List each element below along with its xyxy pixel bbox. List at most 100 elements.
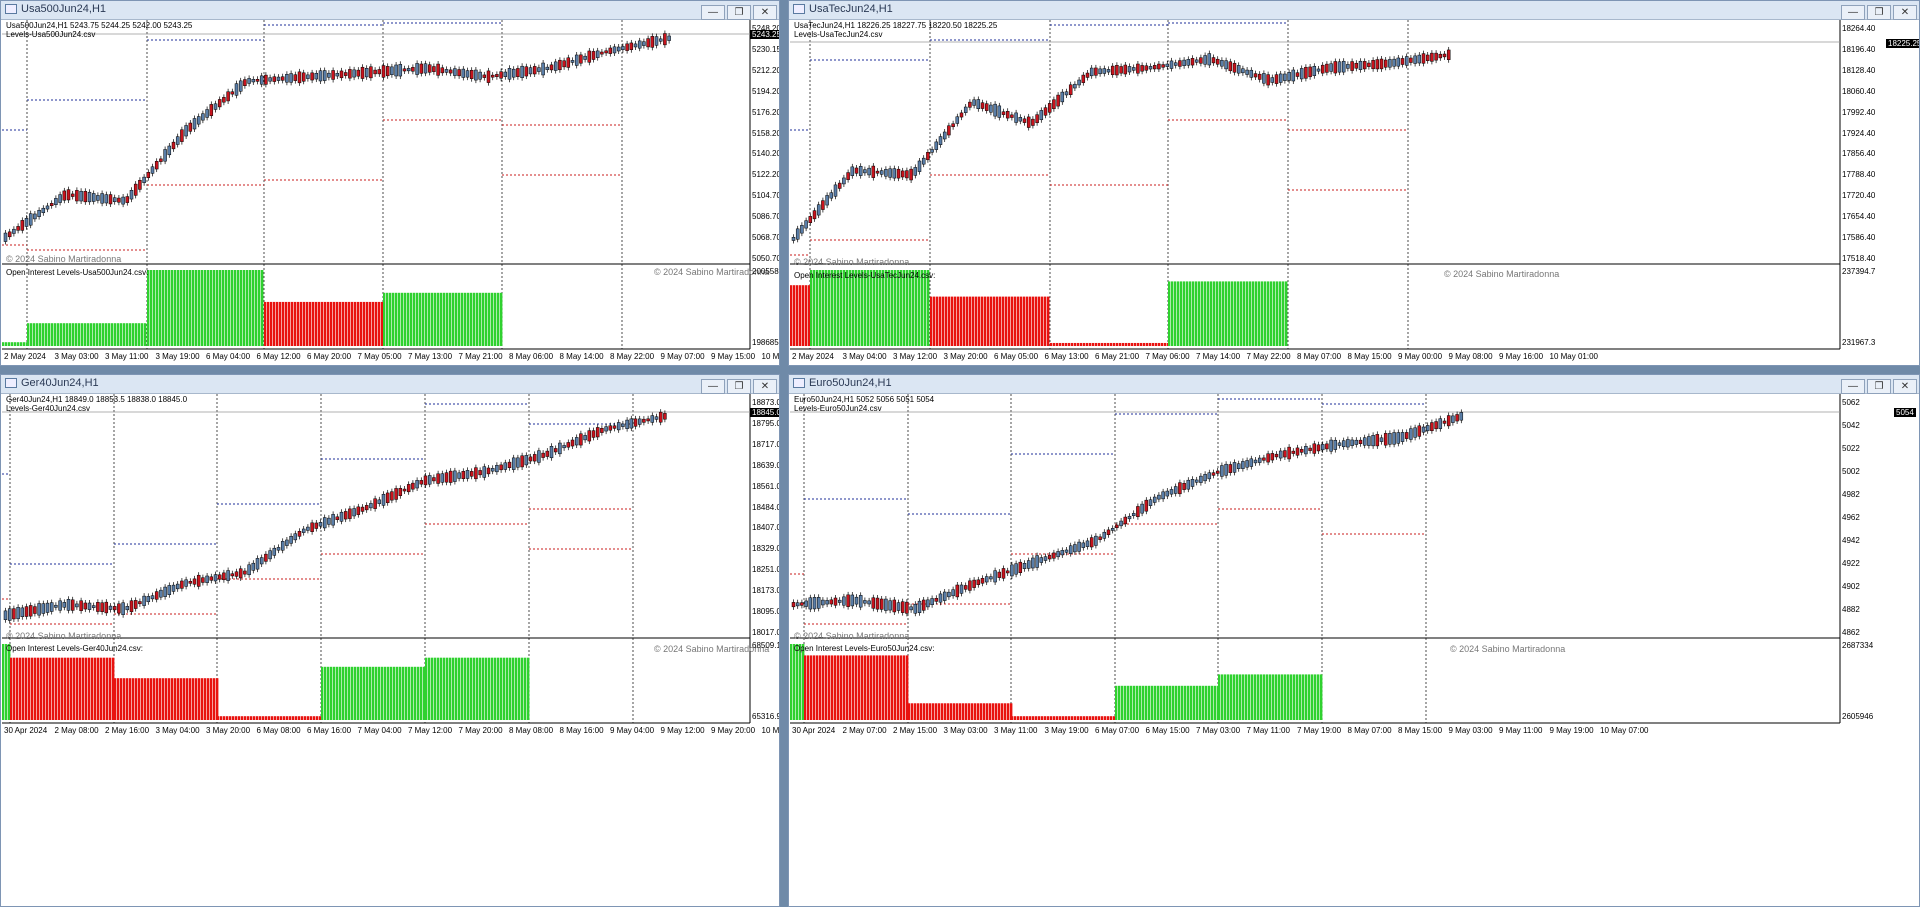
chart-area[interactable]: UsaTecJun24,H1 18226.25 18227.75 18220.5…: [790, 20, 1920, 366]
window-titlebar[interactable]: UsaTecJun24,H1 — ❐ ✕: [789, 1, 1919, 20]
time-tick-label: 6 May 05:00: [994, 352, 1039, 361]
minimize-button[interactable]: —: [1841, 379, 1865, 394]
close-button[interactable]: ✕: [1893, 379, 1917, 394]
oi-bar: [147, 270, 150, 346]
close-button[interactable]: ✕: [1893, 5, 1917, 20]
chart-canvas[interactable]: [2, 20, 780, 366]
oi-bar: [1089, 342, 1092, 346]
minimize-button[interactable]: —: [701, 379, 725, 394]
candle: [1455, 414, 1459, 422]
oi-bar: [141, 678, 144, 720]
candle: [41, 207, 46, 214]
candle: [411, 67, 415, 72]
oi-bar: [229, 716, 232, 720]
chart-window-ger40[interactable]: Ger40Jun24,H1 — ❐ ✕ Ger40Jun24,H1 18849.0 …: [0, 374, 780, 907]
oi-bar: [37, 657, 40, 720]
oi-bar: [28, 657, 31, 720]
candle: [1434, 52, 1438, 61]
price-tick-label: 5062: [1842, 398, 1860, 407]
price-tick-label: 4962: [1842, 513, 1860, 522]
oi-bar: [1245, 674, 1248, 720]
candle: [1354, 62, 1359, 69]
close-button[interactable]: ✕: [753, 5, 777, 20]
oi-bar: [1160, 685, 1163, 720]
oi-bar: [232, 716, 235, 720]
candle: [192, 578, 197, 585]
candle: [528, 67, 533, 75]
current-price-tag: 18845.0: [750, 408, 779, 417]
candle: [562, 445, 566, 449]
chart-area[interactable]: Usa500Jun24,H1 5243.75 5244.25 5242.00 5…: [2, 20, 780, 366]
oi-bar: [897, 270, 900, 346]
oi-bar: [903, 655, 906, 720]
restore-button[interactable]: ❐: [727, 5, 751, 20]
chart-area[interactable]: Euro50Jun24,H1 5052 5056 5051 5054 Level…: [790, 394, 1920, 907]
chart-window-usa500[interactable]: Usa500Jun24,H1 — ❐ ✕ Usa500Jun24,H1 5243.7…: [0, 0, 780, 366]
candle: [100, 193, 104, 204]
candle: [289, 535, 293, 544]
chart-canvas[interactable]: [2, 394, 780, 907]
oi-bar: [96, 323, 99, 346]
candle: [1094, 535, 1098, 546]
oi-bar: [506, 657, 509, 720]
oi-bar: [383, 292, 386, 346]
restore-button[interactable]: ❐: [727, 379, 751, 394]
window-title: Usa500Jun24,H1: [21, 3, 107, 15]
candle: [150, 595, 155, 600]
minimize-button[interactable]: —: [1841, 5, 1865, 20]
candle: [900, 601, 905, 613]
minimize-button[interactable]: —: [701, 5, 725, 20]
chart-area[interactable]: Ger40Jun24,H1 18849.0 18853.5 18838.0 18…: [2, 394, 780, 907]
candle: [394, 488, 398, 500]
candle: [1304, 66, 1308, 79]
oi-bar: [816, 655, 819, 720]
time-tick-label: 3 May 03:00: [54, 352, 99, 361]
oi-bar: [804, 655, 807, 720]
window-titlebar[interactable]: Ger40Jun24,H1 — ❐ ✕: [1, 375, 779, 394]
oi-bar: [903, 270, 906, 346]
oi-bar: [1089, 716, 1092, 720]
restore-button[interactable]: ❐: [1867, 379, 1891, 394]
oi-bar: [1029, 716, 1032, 720]
candle: [879, 170, 884, 175]
window-titlebar[interactable]: Usa500Jun24,H1 — ❐ ✕: [1, 1, 779, 20]
oi-bar: [1002, 296, 1005, 346]
candle: [1409, 428, 1413, 440]
window-titlebar[interactable]: Euro50Jun24,H1 — ❐ ✕: [789, 375, 1919, 394]
oi-bar: [497, 292, 500, 346]
price-tick-label: 18251.0: [752, 565, 780, 575]
oi-bar: [94, 657, 97, 720]
candle: [423, 63, 428, 74]
oi-bar: [479, 657, 482, 720]
candle: [583, 435, 587, 441]
chart-window-usatec[interactable]: UsaTecJun24,H1 — ❐ ✕ UsaTecJun24,H1 18226.…: [788, 0, 1920, 366]
oi-bar: [500, 657, 503, 720]
oi-bar: [995, 703, 998, 720]
copyright-oi: © 2024 Sabino Martiradonna: [654, 644, 770, 654]
candle: [3, 232, 8, 242]
time-tick-label: 6 May 08:00: [256, 726, 301, 735]
candle: [167, 145, 172, 156]
time-tick-label: 9 May 20:00: [711, 726, 756, 735]
candle: [79, 600, 83, 611]
oi-bar: [1139, 685, 1142, 720]
chart-window-euro50[interactable]: Euro50Jun24,H1 — ❐ ✕ Euro50Jun24,H1 5052 5…: [788, 374, 1920, 907]
restore-button[interactable]: ❐: [1867, 5, 1891, 20]
price-tick-label: 18484.0: [752, 502, 780, 512]
chart-canvas[interactable]: [790, 20, 1920, 366]
candle: [532, 454, 537, 462]
oi-bar: [1216, 281, 1219, 346]
candle: [385, 66, 390, 77]
oi-bar: [210, 270, 213, 346]
candle: [100, 602, 104, 612]
oi-bar: [63, 323, 66, 346]
oi-bar: [120, 323, 123, 346]
oi-bar: [917, 703, 920, 720]
price-tick-label: 17518.40: [1842, 254, 1876, 263]
time-tick-label: 6 May 20:00: [307, 352, 352, 361]
candle: [444, 69, 449, 73]
oi-bar: [443, 292, 446, 346]
candle: [230, 573, 235, 577]
close-button[interactable]: ✕: [753, 379, 777, 394]
chart-canvas[interactable]: [790, 394, 1920, 907]
